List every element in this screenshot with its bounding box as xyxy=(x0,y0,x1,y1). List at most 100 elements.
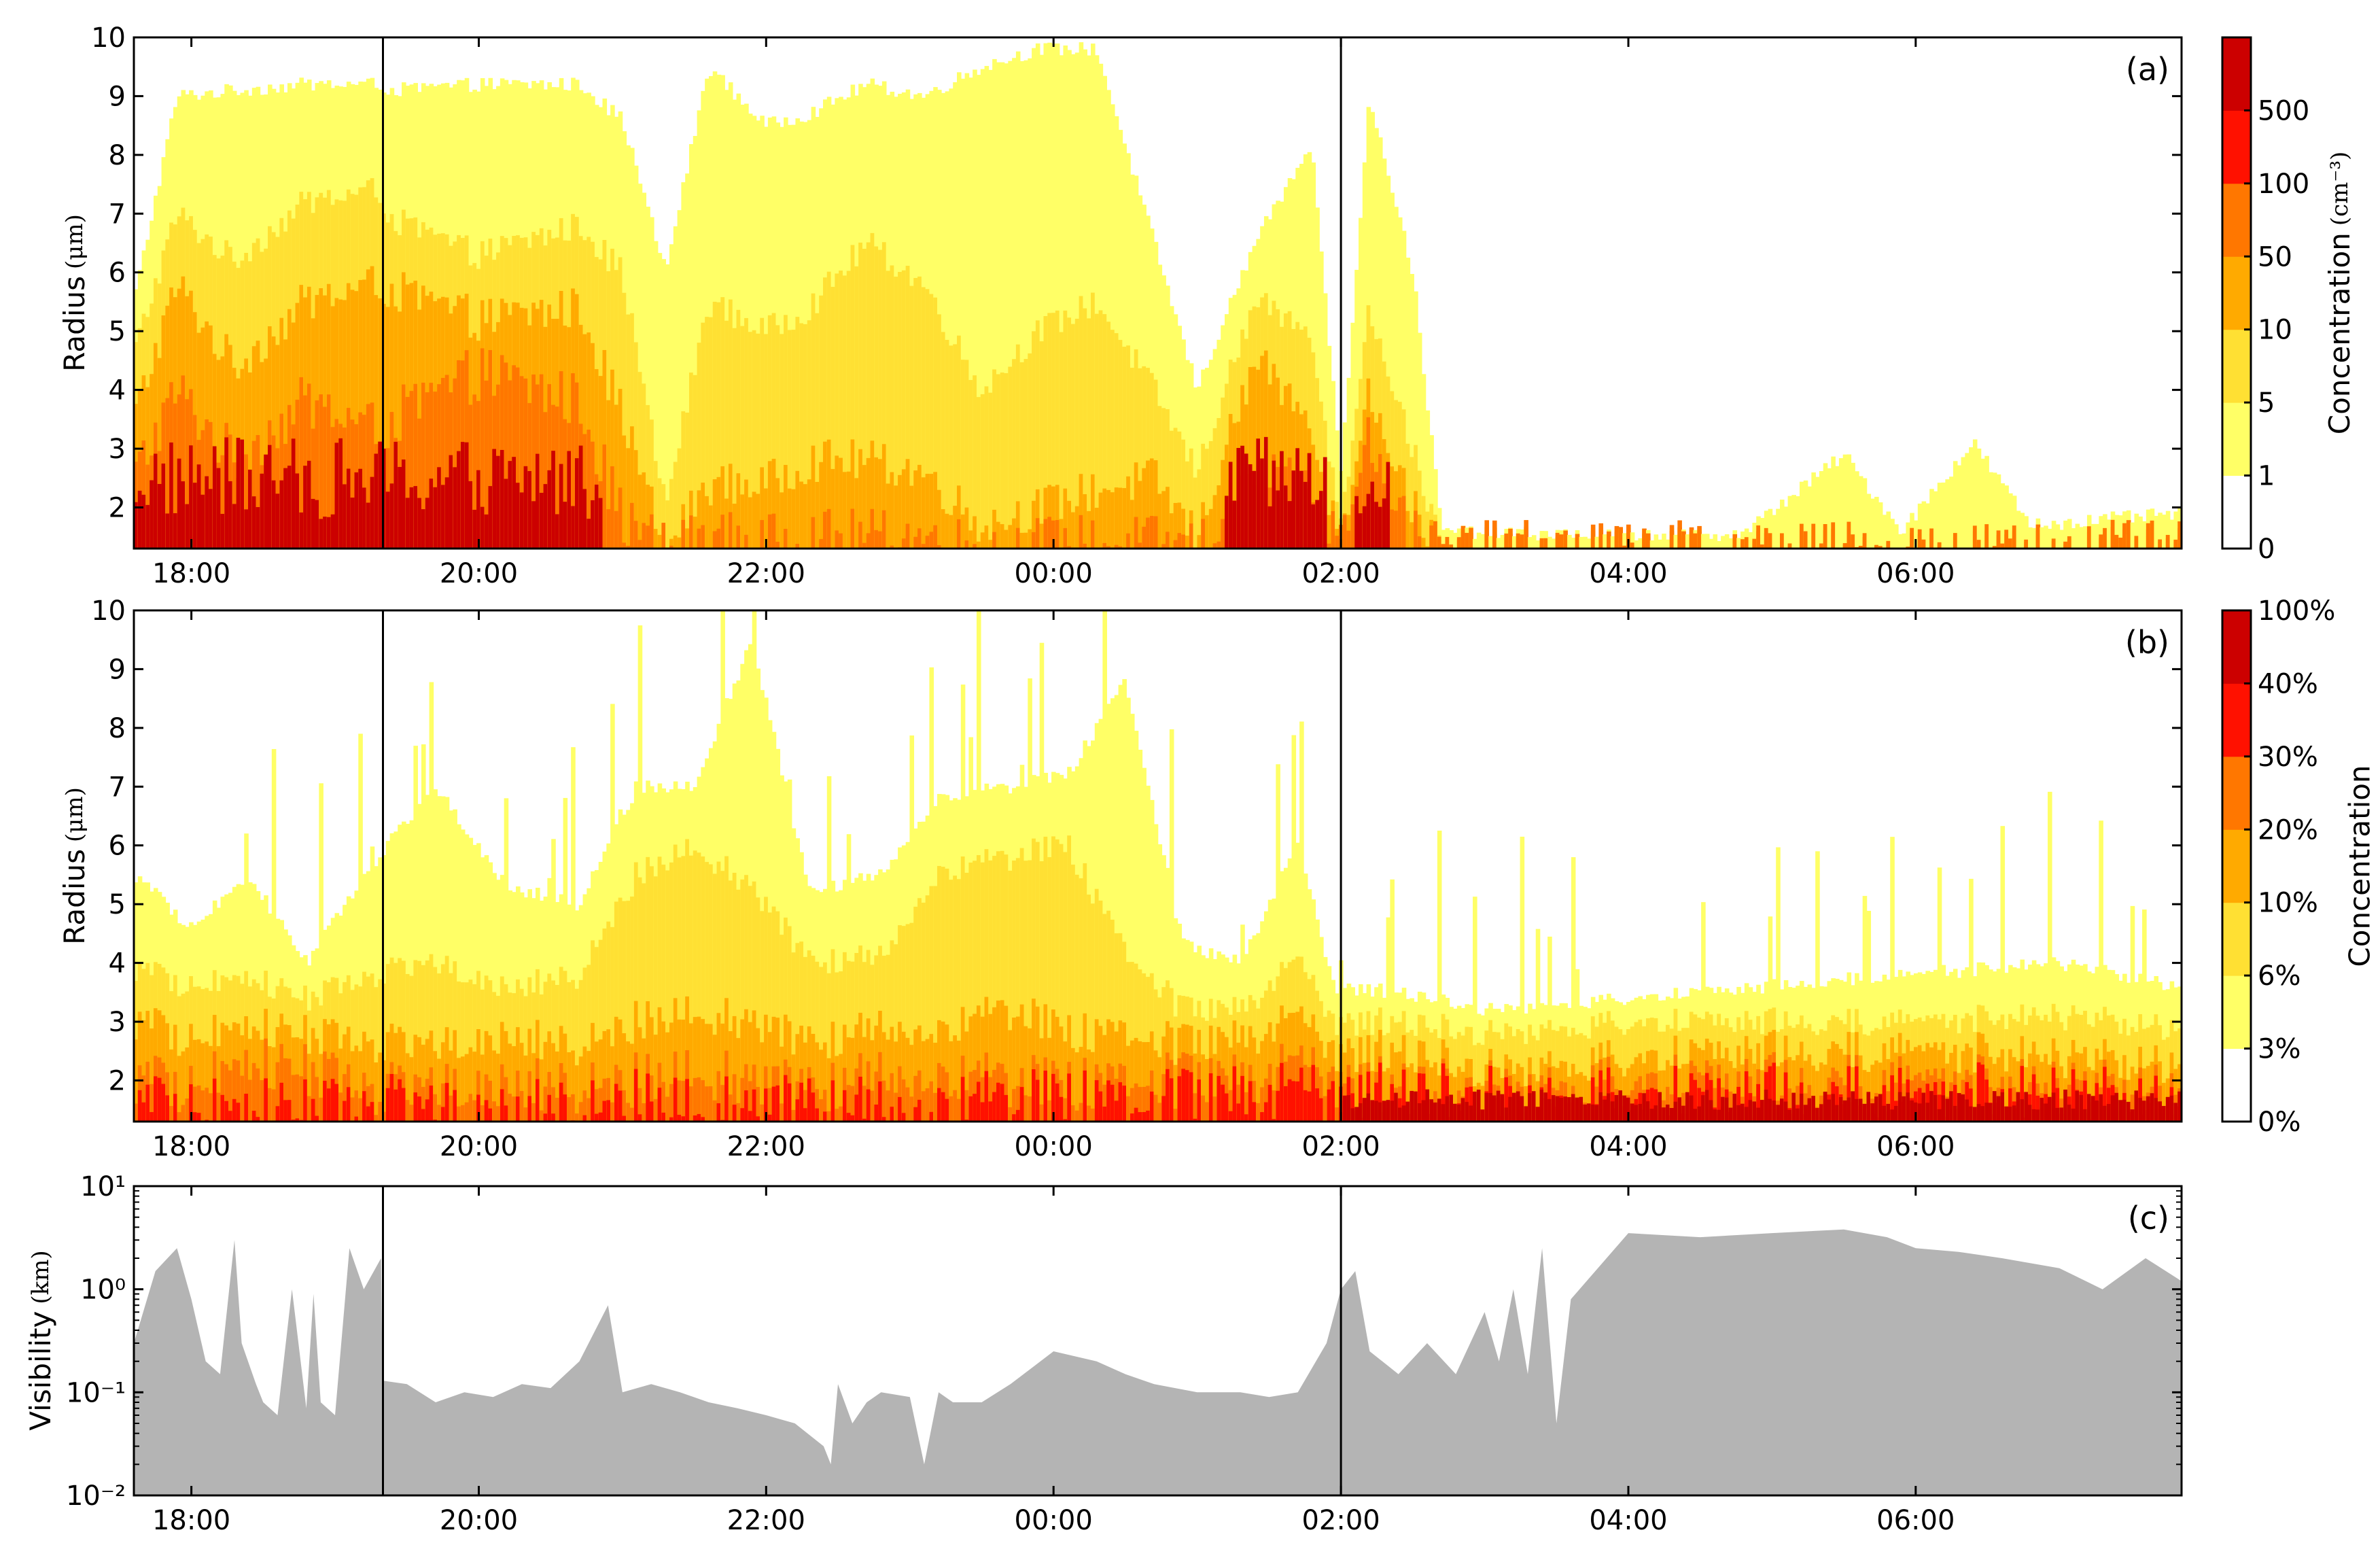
heatmap-band xyxy=(440,1083,446,1122)
heatmap-band xyxy=(1342,422,1348,549)
heatmap-band xyxy=(1091,520,1096,549)
colorbar-tick-label: 0 xyxy=(2258,534,2275,565)
heatmap-band xyxy=(460,1105,466,1122)
heatmap-band xyxy=(1579,536,1584,549)
heatmap-band xyxy=(1055,310,1060,549)
heatmap-column xyxy=(712,741,718,1122)
heatmap-band xyxy=(1217,541,1221,549)
heatmap-column xyxy=(760,690,765,1122)
heatmap-core xyxy=(425,498,430,549)
heatmap-band xyxy=(602,1078,608,1122)
heatmap-column xyxy=(1280,201,1284,549)
heatmap-band xyxy=(626,314,631,549)
heatmap-core xyxy=(212,446,217,549)
heatmap-core xyxy=(1366,493,1371,549)
heatmap-band xyxy=(901,538,907,549)
heatmap-band xyxy=(1228,1111,1233,1122)
heatmap-band xyxy=(1142,526,1147,549)
heatmap-band xyxy=(567,1052,572,1122)
heatmap-band xyxy=(1023,532,1029,549)
colorbar-tick-label: 1 xyxy=(2258,461,2275,492)
heatmap-column xyxy=(858,84,863,549)
heatmap-column xyxy=(1776,508,1781,549)
heatmap-band xyxy=(264,1078,268,1122)
heatmap-band xyxy=(1256,1103,1261,1122)
heatmap-column xyxy=(2095,523,2100,549)
heatmap-band xyxy=(984,525,990,549)
heatmap-band xyxy=(968,1016,973,1122)
heatmap-column xyxy=(283,92,288,549)
heatmap-band xyxy=(1831,456,1836,549)
heatmap-band xyxy=(1091,903,1096,1122)
heatmap-core xyxy=(1359,513,1363,549)
heatmap-band xyxy=(1913,520,1919,549)
heatmap-band xyxy=(949,515,953,549)
heatmap-band xyxy=(712,479,718,549)
heatmap-band xyxy=(1126,1096,1131,1122)
heatmap-band xyxy=(701,1117,705,1122)
heatmap-column xyxy=(1693,530,1698,549)
heatmap-band xyxy=(1516,533,1521,549)
heatmap-band xyxy=(1043,1071,1049,1122)
colorbar-cell xyxy=(2222,110,2251,184)
heatmap-band xyxy=(343,300,347,549)
heatmap-column xyxy=(275,918,281,1122)
heatmap-band xyxy=(732,1016,737,1122)
heatmap-core xyxy=(582,489,588,549)
heatmap-column xyxy=(1263,911,1269,1122)
heatmap-column xyxy=(610,704,615,1122)
heatmap-band xyxy=(688,1086,694,1122)
heatmap-band xyxy=(1260,1041,1265,1122)
heatmap-column xyxy=(587,888,591,1122)
heatmap-band xyxy=(1102,1035,1107,1122)
heatmap-column xyxy=(1055,43,1060,549)
heatmap-band xyxy=(2134,513,2139,549)
heatmap-band xyxy=(1276,377,1280,549)
heatmap-band xyxy=(409,391,415,549)
heatmap-column xyxy=(165,139,170,549)
heatmap-band xyxy=(251,1111,257,1122)
heatmap-band xyxy=(1815,476,1820,549)
heatmap-band xyxy=(378,979,383,1122)
heatmap-band xyxy=(1169,1078,1174,1122)
heatmap-band xyxy=(1130,500,1135,549)
heatmap-column xyxy=(378,89,383,549)
heatmap-band xyxy=(1185,360,1190,549)
heatmap-band xyxy=(578,1102,584,1122)
heatmap-core xyxy=(326,517,332,549)
heatmap-column xyxy=(669,244,674,549)
heatmap-column xyxy=(811,107,816,549)
heatmap-band xyxy=(1110,1084,1115,1122)
heatmap-column xyxy=(1221,325,1225,549)
heatmap-core xyxy=(594,484,599,549)
heatmap-column xyxy=(1043,43,1049,549)
heatmap-column xyxy=(1019,765,1025,1122)
heatmap-column xyxy=(1783,506,1789,549)
heatmap-band xyxy=(775,325,781,549)
heatmap-band xyxy=(988,1077,993,1122)
heatmap-band xyxy=(1969,447,1974,549)
heatmap-band xyxy=(665,1032,670,1122)
heatmap-core xyxy=(196,464,202,549)
heatmap-band xyxy=(1146,1042,1151,1122)
heatmap-band xyxy=(1414,510,1418,549)
heatmap-column xyxy=(890,859,895,1122)
heatmap-band xyxy=(992,1007,997,1122)
heatmap-core xyxy=(429,479,434,549)
heatmap-column xyxy=(409,84,415,549)
heatmap-band xyxy=(378,1052,383,1122)
heatmap-band xyxy=(1405,443,1411,549)
heatmap-column xyxy=(716,74,722,549)
heatmap-band xyxy=(1410,522,1414,549)
heatmap-band xyxy=(1878,502,1883,549)
heatmap-band xyxy=(161,1083,167,1122)
heatmap-column xyxy=(1071,771,1076,1122)
heatmap-band xyxy=(1114,1031,1119,1122)
heatmap-column xyxy=(862,880,867,1122)
heatmap-band xyxy=(826,973,832,1122)
heatmap-core xyxy=(185,504,190,549)
heatmap-band xyxy=(1390,192,1395,549)
heatmap-band xyxy=(964,1031,970,1122)
heatmap-column xyxy=(150,220,154,549)
heatmap-band xyxy=(488,1080,493,1122)
